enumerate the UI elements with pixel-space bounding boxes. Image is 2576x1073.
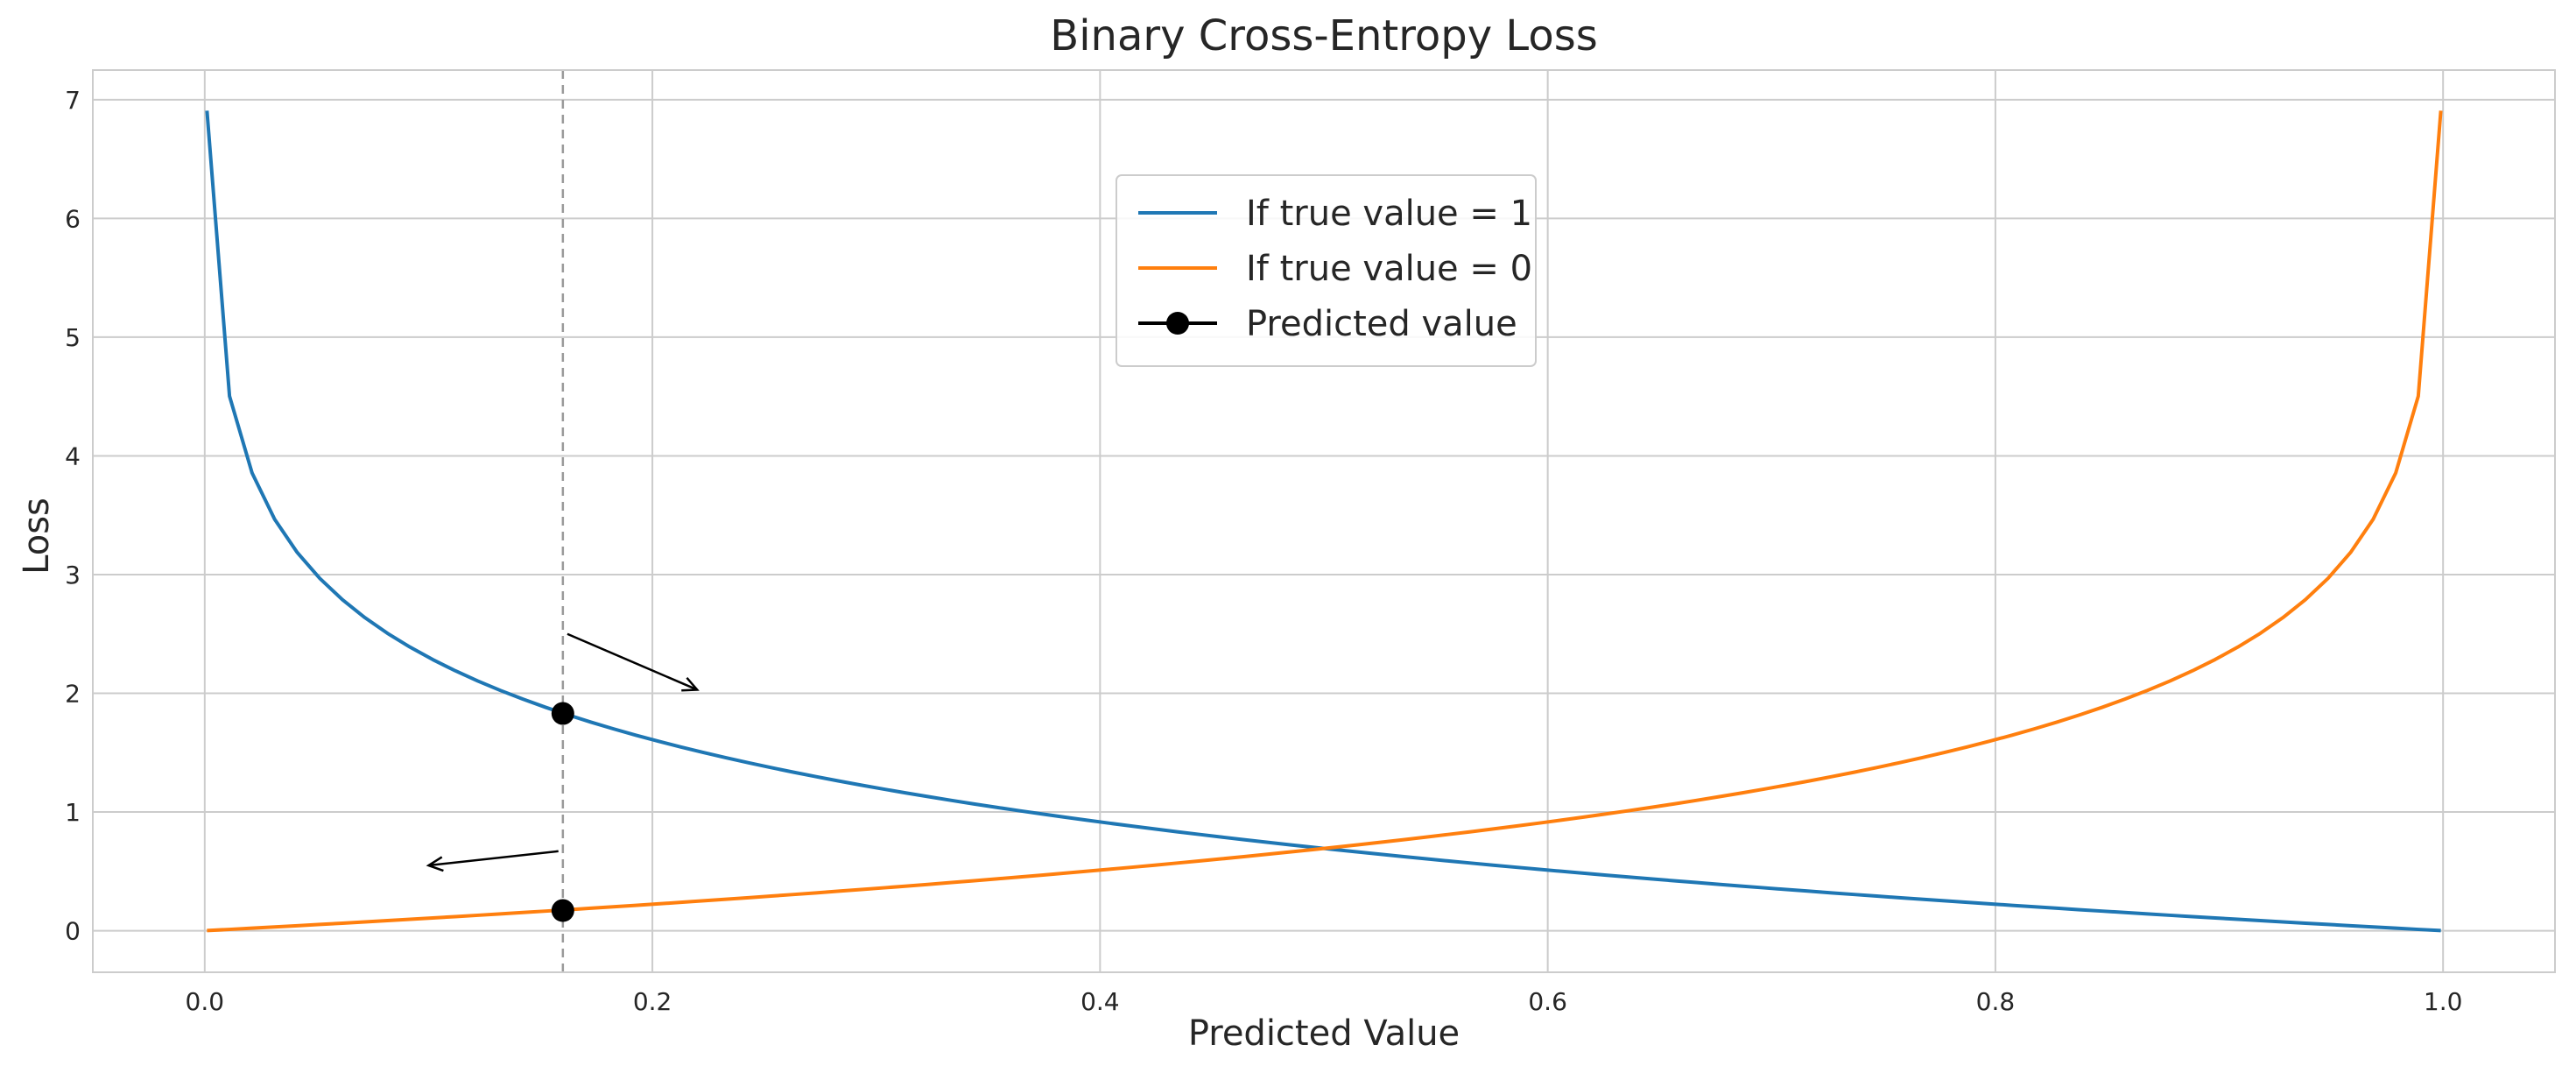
chart-title: Binary Cross-Entropy Loss bbox=[1050, 11, 1597, 60]
predicted-point-2 bbox=[551, 899, 574, 922]
series-line-2 bbox=[207, 110, 2443, 933]
y-tick-label-3: 3 bbox=[65, 561, 81, 589]
x-axis-label: Predicted Value bbox=[1188, 1013, 1460, 1054]
predicted-point-1 bbox=[551, 702, 574, 725]
x-tick-label-3: 0.6 bbox=[1528, 987, 1567, 1016]
x-tick-label-5: 1.0 bbox=[2424, 987, 2463, 1016]
legend: If true value = 1 If true value = 0 Pred… bbox=[1116, 174, 1537, 367]
y-tick-label-4: 4 bbox=[65, 441, 81, 470]
arrow-shaft-2 bbox=[428, 850, 559, 867]
y-tick-label-0: 0 bbox=[65, 917, 81, 946]
arrow-head-2 bbox=[426, 856, 444, 872]
legend-box bbox=[1116, 174, 1537, 367]
predicted-markers bbox=[551, 702, 574, 922]
x-tick-label-1: 0.2 bbox=[633, 987, 672, 1016]
legend-label-series-2: If true value = 0 bbox=[1246, 249, 1532, 289]
x-tick-label-2: 0.4 bbox=[1080, 987, 1120, 1016]
y-tick-label-6: 6 bbox=[65, 204, 81, 233]
arrow-head-1 bbox=[681, 677, 700, 692]
y-tick-label-7: 7 bbox=[65, 86, 81, 115]
legend-label-series-3: Predicted value bbox=[1246, 304, 1517, 344]
legend-marker-series-3 bbox=[1166, 312, 1189, 335]
y-tick-label-1: 1 bbox=[65, 798, 81, 827]
x-tick-label-0: 0.0 bbox=[186, 987, 225, 1016]
series-layer bbox=[205, 110, 2443, 933]
tick-labels: 0.0 0.2 0.4 0.6 0.8 1.0 0 1 2 3 4 5 6 7 bbox=[65, 86, 2462, 1016]
annotation-arrows bbox=[426, 632, 700, 872]
arrow-shaft-1 bbox=[567, 632, 698, 691]
legend-label-series-1: If true value = 1 bbox=[1246, 194, 1532, 234]
x-tick-label-4: 0.8 bbox=[1976, 987, 2016, 1016]
plot-frame bbox=[92, 69, 2556, 973]
y-tick-label-2: 2 bbox=[65, 680, 81, 709]
y-tick-label-5: 5 bbox=[65, 323, 81, 352]
y-axis-label: Loss bbox=[17, 498, 57, 575]
